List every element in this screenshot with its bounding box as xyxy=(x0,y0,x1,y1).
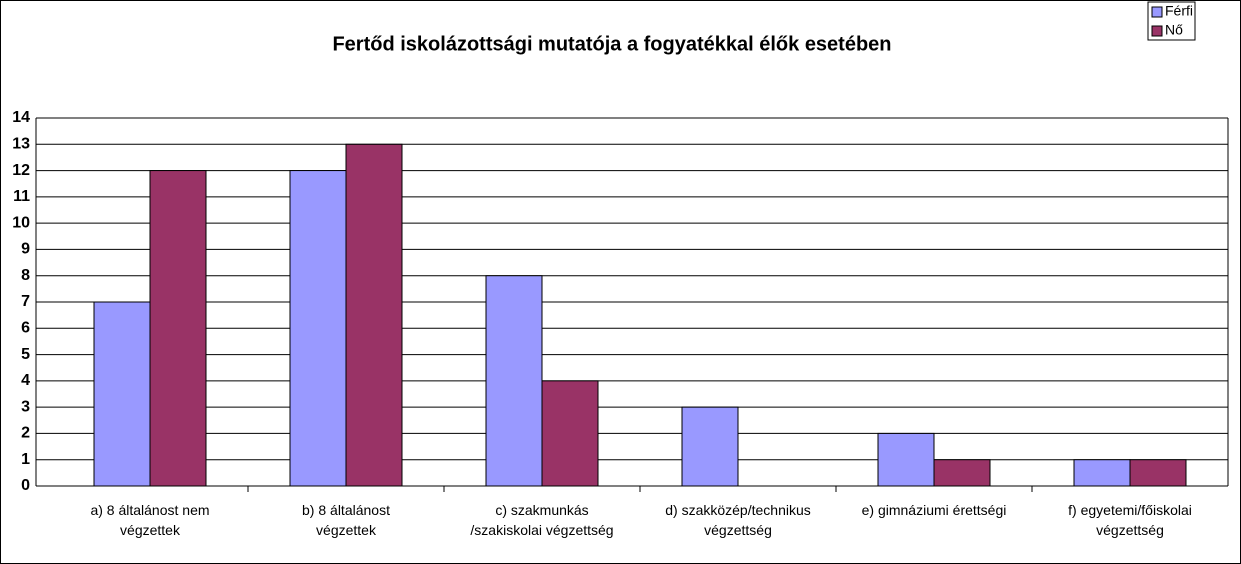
legend-label: Nő xyxy=(1165,22,1183,38)
x-tick-label: e) gimnáziumi érettségi xyxy=(861,502,1007,518)
y-tick-label: 14 xyxy=(12,109,30,126)
x-tick-label: f) egyetemi/főiskolai végzettség xyxy=(1068,502,1192,538)
y-tick-label: 8 xyxy=(21,267,30,284)
y-tick-label: 2 xyxy=(21,425,30,442)
y-tick-label: 9 xyxy=(21,241,30,258)
bar xyxy=(149,170,207,487)
x-tick-label: c) szakmunkás /szakiskolai végzettség xyxy=(470,502,614,538)
bar xyxy=(877,432,935,487)
bar xyxy=(681,406,739,487)
bar xyxy=(1073,459,1131,487)
x-tick-label: d) szakközép/technikus végzettség xyxy=(665,502,811,538)
y-tick-label: 11 xyxy=(13,188,30,205)
bar xyxy=(541,380,599,487)
y-tick-label: 6 xyxy=(21,320,30,337)
bar xyxy=(933,459,991,487)
bar xyxy=(289,170,347,487)
chart-title: Fertőd iskolázottsági mutatója a fogyaté… xyxy=(332,33,891,55)
y-tick-label: 5 xyxy=(21,346,30,363)
legend-swatch xyxy=(1151,6,1163,18)
y-tick-label: 13 xyxy=(12,136,30,153)
legend-swatch xyxy=(1151,25,1163,37)
legend-label: Férfi xyxy=(1165,3,1193,19)
y-tick-label: 7 xyxy=(21,293,30,310)
y-tick-label: 0 xyxy=(21,477,30,494)
y-tick-label: 12 xyxy=(12,162,30,179)
x-tick-label: a) 8 általánost nem végzettek xyxy=(90,502,210,538)
bar xyxy=(485,275,543,487)
bar xyxy=(345,143,403,487)
y-tick-label: 3 xyxy=(21,398,30,415)
x-tick-label: b) 8 általánost végzettek xyxy=(302,502,390,538)
y-tick-label: 4 xyxy=(21,372,30,389)
y-tick-label: 1 xyxy=(21,451,30,468)
y-tick-label: 10 xyxy=(12,214,30,231)
bar xyxy=(93,301,151,487)
bar xyxy=(1129,459,1187,487)
